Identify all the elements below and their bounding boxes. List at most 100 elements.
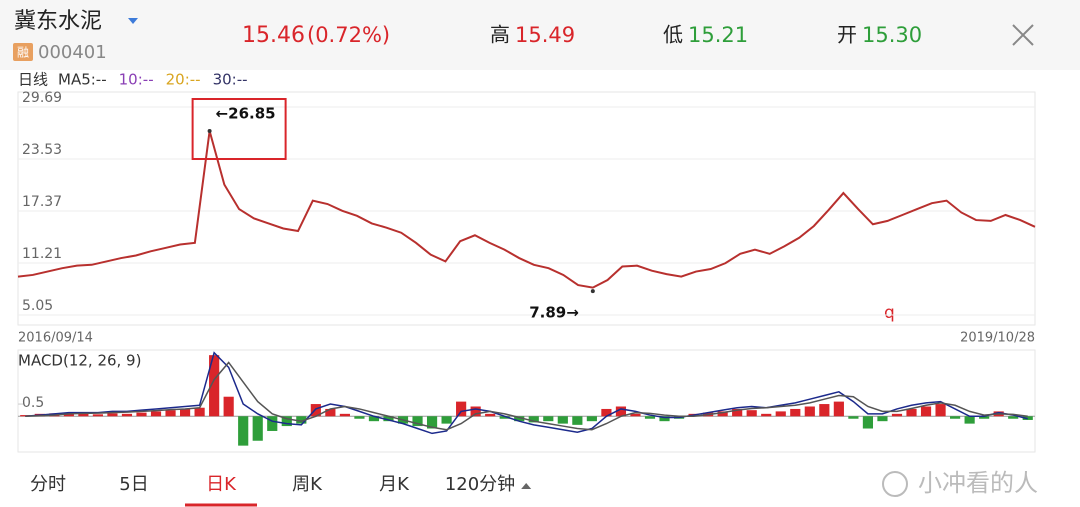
macd-bar (528, 416, 539, 423)
low-label: 低 (663, 23, 683, 47)
tab-arrow[interactable] (521, 483, 532, 489)
macd-bar (310, 404, 321, 417)
macd-bar (150, 411, 162, 417)
tab[interactable]: 月K (379, 474, 410, 495)
ma-label: 10:-- (119, 71, 154, 89)
macd-bar (456, 401, 467, 417)
y-tick-label: 17.37 (22, 194, 62, 210)
price: 15.46 (242, 23, 305, 48)
plot-frame (17, 349, 1036, 453)
ma-label: 30:-- (213, 71, 248, 89)
high: 15.49 (515, 23, 575, 47)
macd-bar (586, 416, 597, 422)
macd-bar (790, 408, 801, 417)
macd-bar (485, 413, 496, 417)
macd-bar (136, 412, 147, 417)
badge-bg (13, 43, 33, 61)
macd-bar (441, 416, 452, 424)
stock-name[interactable]: 冀东水泥 (14, 9, 102, 34)
dropdown-arrow[interactable] (128, 18, 138, 24)
macd-bar (601, 408, 612, 417)
macd-bar (848, 416, 859, 419)
macd-bar (935, 404, 946, 417)
macd-bar (862, 416, 874, 429)
y-tick-label: 0.5 (22, 395, 44, 411)
macd-bar (514, 416, 525, 422)
macd-bar (383, 416, 394, 422)
macd-bar (572, 416, 583, 425)
macd-bar (209, 355, 220, 417)
change: (0.72%) (307, 23, 390, 47)
macd-bar (964, 416, 975, 424)
macd-bar (325, 408, 336, 417)
macd-bar (761, 413, 772, 417)
macd-bar (833, 401, 844, 417)
macd-bar (804, 406, 815, 417)
macd-bar (223, 396, 234, 417)
macd-bar (339, 413, 350, 417)
macd-bar (412, 416, 423, 427)
ma-label: 20:-- (166, 71, 201, 89)
macd-bar (891, 413, 903, 417)
macd-bar (499, 416, 510, 419)
macd-line (25, 351, 1028, 435)
macd-bar (644, 416, 656, 419)
macd-bar (877, 416, 888, 422)
tab[interactable]: 120分钟 (445, 474, 515, 495)
annotation-point (590, 289, 595, 294)
macd-bar (121, 413, 133, 417)
macd-bar (543, 416, 554, 422)
macd-bar (979, 416, 990, 419)
plot-frame (17, 91, 1036, 326)
annotation-label: ←26.85 (216, 105, 276, 123)
tab[interactable]: 分时 (30, 474, 66, 495)
highlight-box (191, 98, 287, 161)
header-bg (0, 0, 1080, 70)
macd-bar (1008, 416, 1019, 419)
macd-bar (557, 416, 568, 424)
y-tick-label: 29.69 (22, 90, 62, 106)
open-label: 开 (837, 23, 857, 47)
tab[interactable]: 周K (292, 474, 323, 495)
ma-label: MA5:-- (58, 71, 107, 89)
y-tick-label: 23.53 (22, 142, 62, 158)
macd-bar (717, 411, 728, 417)
macd-bar (281, 416, 292, 427)
watermark-icon (882, 471, 908, 497)
macd-bar (92, 414, 103, 417)
low: 15.21 (688, 23, 748, 47)
macd-bar (354, 416, 365, 419)
macd-bar (659, 416, 670, 422)
stock-code: 000401 (38, 42, 107, 63)
macd-bar (615, 406, 627, 417)
annotation-label: 7.89→ (529, 304, 579, 322)
macd-bar (165, 410, 176, 417)
high-label: 高 (490, 23, 510, 47)
macd-bar (746, 410, 757, 417)
macd-bar (78, 413, 89, 417)
watermark: 小冲看的人 (918, 469, 1038, 497)
close-button[interactable] (1012, 24, 1034, 46)
tab[interactable]: 5日 (119, 474, 148, 495)
macd-bar (920, 406, 932, 417)
tab[interactable]: 日K (206, 474, 237, 495)
macd-bar (630, 413, 641, 417)
note: q (884, 303, 895, 323)
price-line (17, 130, 1036, 289)
macd-bar (368, 416, 380, 422)
macd-line (25, 361, 1028, 431)
macd-bar (906, 408, 917, 417)
macd-bar (296, 416, 307, 424)
y-tick-label: 11.21 (22, 246, 62, 262)
y-tick-label: 5.05 (22, 298, 53, 314)
annotation-point (207, 129, 212, 134)
macd-bar (732, 408, 743, 417)
macd-bar (426, 416, 438, 429)
macd-bar (252, 416, 263, 441)
macd-bar (179, 408, 191, 417)
open: 15.30 (862, 23, 922, 47)
macd-bar (950, 416, 961, 419)
x-tick-label: 2019/10/28 (960, 331, 1035, 346)
